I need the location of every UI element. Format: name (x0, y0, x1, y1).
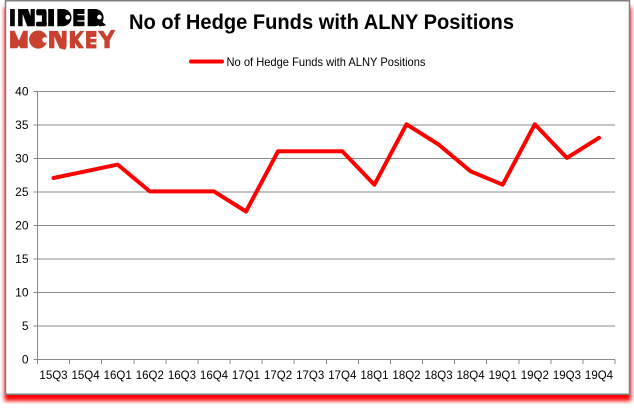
svg-text:25: 25 (15, 185, 29, 199)
svg-text:16Q2: 16Q2 (136, 370, 164, 382)
svg-text:15: 15 (15, 252, 29, 266)
svg-text:17Q1: 17Q1 (232, 370, 260, 382)
svg-text:10: 10 (15, 286, 29, 300)
svg-text:No of Hedge Funds with ALNY Po: No of Hedge Funds with ALNY Positions (227, 55, 426, 69)
svg-text:16Q4: 16Q4 (200, 370, 229, 382)
svg-text:0: 0 (22, 353, 29, 367)
svg-text:18Q2: 18Q2 (392, 370, 420, 382)
svg-text:16Q3: 16Q3 (168, 370, 196, 382)
svg-text:17Q4: 17Q4 (328, 370, 357, 382)
svg-text:20: 20 (15, 219, 29, 233)
svg-text:40: 40 (15, 84, 29, 98)
svg-text:19Q3: 19Q3 (553, 370, 581, 382)
svg-text:15Q4: 15Q4 (72, 370, 101, 382)
svg-text:18Q4: 18Q4 (457, 370, 486, 382)
svg-text:17Q3: 17Q3 (296, 370, 324, 382)
svg-text:19Q2: 19Q2 (521, 370, 549, 382)
svg-text:No of Hedge Funds with ALNY Po: No of Hedge Funds with ALNY Positions (129, 11, 514, 34)
svg-text:18Q1: 18Q1 (360, 370, 388, 382)
svg-text:15Q3: 15Q3 (39, 370, 67, 382)
svg-text:17Q2: 17Q2 (264, 370, 292, 382)
svg-text:35: 35 (15, 118, 29, 132)
svg-text:18Q3: 18Q3 (425, 370, 453, 382)
svg-text:19Q4: 19Q4 (585, 370, 614, 382)
svg-text:16Q1: 16Q1 (104, 370, 132, 382)
svg-text:5: 5 (22, 319, 29, 333)
svg-text:19Q1: 19Q1 (489, 370, 517, 382)
svg-text:30: 30 (15, 151, 29, 165)
